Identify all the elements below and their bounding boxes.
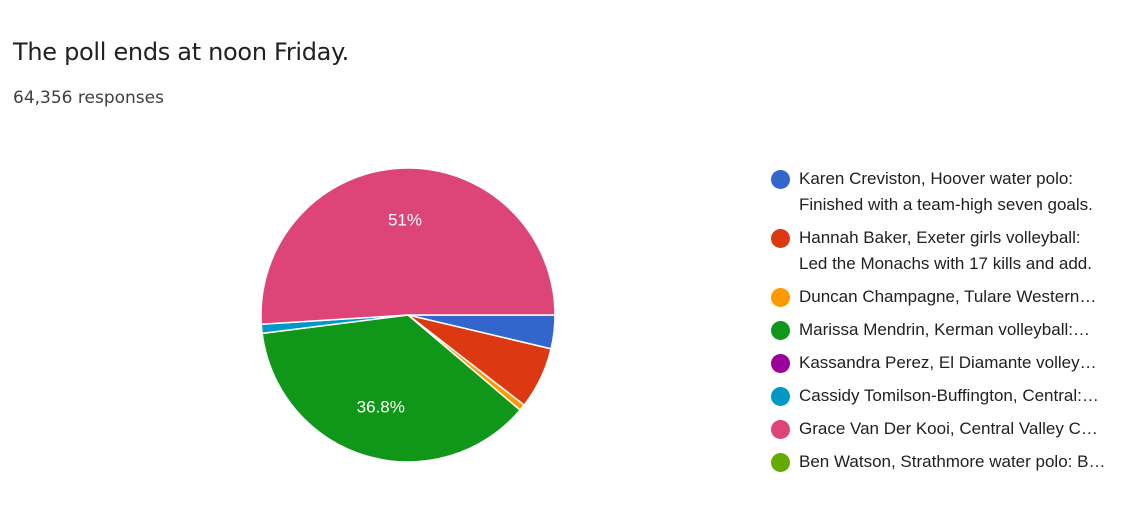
legend-swatch: [771, 387, 790, 406]
legend-item[interactable]: Marissa Mendrin, Kerman volleyball:…: [770, 317, 1140, 343]
pie-chart: 36.8% 51%: [260, 167, 556, 463]
legend-swatch: [771, 229, 790, 248]
pie-slice[interactable]: [260, 167, 556, 326]
legend-label: Finished with a team-high seven goals.: [799, 195, 1093, 214]
legend-label: Duncan Champagne, Tulare Western…: [799, 287, 1097, 306]
legend-swatch: [771, 354, 790, 373]
chart-legend: Karen Creviston, Hoover water polo: Finis…: [770, 166, 1140, 482]
legend-item[interactable]: Ben Watson, Strathmore water polo: B…: [770, 449, 1140, 475]
legend-swatch: [771, 453, 790, 472]
response-count: 64,356 responses: [13, 88, 164, 108]
legend-label: Karen Creviston, Hoover water polo:: [799, 169, 1074, 188]
pie-slice[interactable]: [261, 314, 522, 463]
legend-label: Led the Monachs with 17 kills and add.: [799, 254, 1092, 273]
legend-item[interactable]: Grace Van Der Kooi, Central Valley C…: [770, 416, 1140, 442]
legend-item[interactable]: Hannah Baker, Exeter girls volleyball: Le…: [770, 225, 1140, 277]
legend-label: Hannah Baker, Exeter girls volleyball:: [799, 228, 1081, 247]
legend-label: Cassidy Tomilson-Buffington, Central:…: [799, 386, 1099, 405]
slice-data-label: 51%: [388, 210, 422, 229]
slice-data-label: 36.8%: [357, 398, 405, 417]
legend-swatch: [771, 288, 790, 307]
legend-label: Grace Van Der Kooi, Central Valley C…: [799, 419, 1098, 438]
legend-swatch: [771, 321, 790, 340]
legend-swatch: [771, 420, 790, 439]
legend-swatch: [771, 170, 790, 189]
legend-item[interactable]: Kassandra Perez, El Diamante volley…: [770, 350, 1140, 376]
legend-label: Kassandra Perez, El Diamante volley…: [799, 353, 1097, 372]
legend-label: Marissa Mendrin, Kerman volleyball:…: [799, 320, 1090, 339]
legend-label: Ben Watson, Strathmore water polo: B…: [799, 452, 1106, 471]
page-title: The poll ends at noon Friday.: [13, 38, 349, 66]
legend-item[interactable]: Karen Creviston, Hoover water polo: Finis…: [770, 166, 1140, 218]
legend-item[interactable]: Duncan Champagne, Tulare Western…: [770, 284, 1140, 310]
legend-item[interactable]: Cassidy Tomilson-Buffington, Central:…: [770, 383, 1140, 409]
